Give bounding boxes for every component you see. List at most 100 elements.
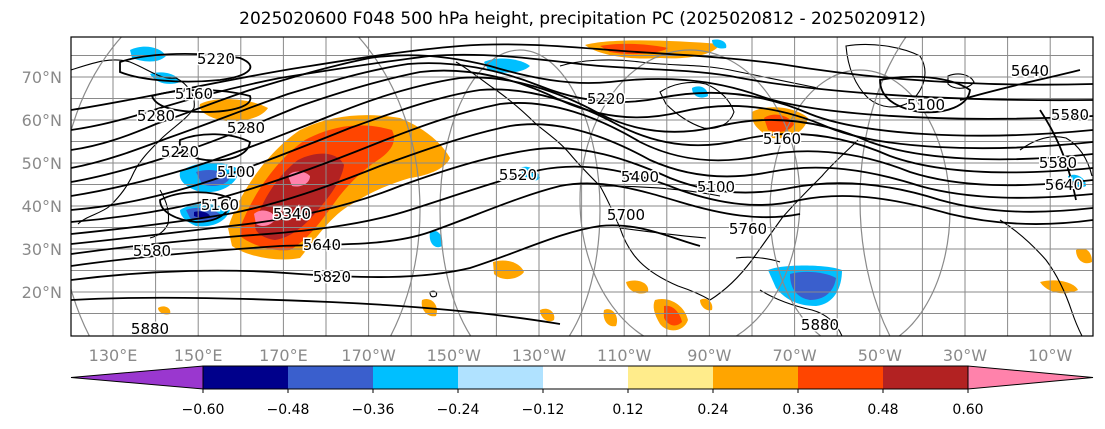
colorbar-swatch	[203, 366, 288, 389]
colorbar-swatch	[713, 366, 798, 389]
contour-label: 5340	[273, 205, 311, 223]
contour-label: 5160	[201, 196, 239, 214]
precip-positive-central-america-inner	[664, 305, 682, 326]
contour-label: 5160	[763, 130, 801, 148]
precip-negative-arctic-3	[484, 58, 530, 73]
coastline-hawaii	[429, 290, 438, 298]
contour-label: 5520	[499, 166, 537, 184]
contour-5220	[71, 54, 1093, 151]
contour-label: 5580	[1039, 154, 1077, 172]
coastline-africa	[999, 219, 1083, 336]
contour-label: 5160	[175, 85, 213, 103]
contour-label: 5880	[131, 320, 169, 338]
colorbar-tick-label: −0.60	[182, 402, 225, 418]
contour-5400	[71, 76, 1093, 197]
coastline-hudson	[659, 81, 735, 129]
colorbar-tick-label: 0.36	[782, 402, 813, 418]
colorbar-swatch	[628, 366, 713, 389]
lon-tick-label: 170°E	[259, 346, 308, 365]
colorbar-frame	[202, 365, 969, 390]
lat-tick-label: 70°N	[22, 68, 62, 87]
lon-tick-label: 150°E	[174, 346, 223, 365]
contour-label: 5640	[1011, 62, 1049, 80]
lon-tick-label: 50°W	[858, 346, 902, 365]
coastline-canada-arctic	[559, 59, 819, 89]
colorbar-swatch	[543, 366, 628, 389]
contour-5100-closed	[178, 133, 251, 162]
contour-label: 5280	[137, 107, 175, 125]
lon-tick-label: 90°W	[687, 346, 731, 365]
colorbar-extend-high	[967, 365, 1094, 390]
contour-label: 5700	[607, 206, 645, 224]
colorbar-tick-label: 0.12	[612, 402, 643, 418]
lon-tick-label: 130°E	[89, 346, 138, 365]
colorbar-swatch	[458, 366, 543, 389]
contour-label: 5100	[697, 178, 735, 196]
lon-tick-label: 70°W	[773, 346, 817, 365]
contour-5280	[71, 62, 1093, 169]
colorbar-tick-label: 0.60	[952, 402, 983, 418]
lon-tick-label: 170°W	[341, 346, 396, 365]
map-title: 2025020600 F048 500 hPa height, precipit…	[239, 9, 926, 29]
precip-positive-east-atlantic	[1040, 280, 1078, 294]
colorbar-tick-label: −0.24	[437, 402, 480, 418]
colorbar-swatch	[373, 366, 458, 389]
colorbar-swatch	[798, 366, 883, 389]
contour-5160-closed	[150, 89, 252, 113]
contour-5580-east	[1039, 109, 1077, 201]
precip-positive-sw-pacific	[540, 308, 555, 322]
precip-positive-pacific-core	[254, 153, 344, 240]
contour-label: 5820	[313, 268, 351, 286]
lat-tick-label: 20°N	[22, 283, 62, 302]
contour-5820	[71, 224, 701, 281]
coastline-north-america-west	[599, 185, 711, 301]
colorbar-tick-label: −0.48	[267, 402, 310, 418]
lat-tick-label: 40°N	[22, 197, 62, 216]
lon-tick-label: 110°W	[597, 346, 652, 365]
colorbar-swatch	[883, 366, 968, 389]
contour-5700	[71, 165, 1093, 255]
contour-5100-east-low	[879, 75, 971, 114]
contour-label: 5580	[133, 242, 171, 260]
precip-positive-far-east	[1076, 248, 1092, 264]
colorbar-tick-label: 0.24	[697, 402, 728, 418]
contour-5640	[71, 147, 1093, 245]
map-frame	[70, 36, 1094, 337]
longitude-ticks: 130°E 150°E 170°E 170°W 150°W 130°W 110°W 90°W 7…	[89, 346, 1073, 365]
coastline-iceland	[947, 73, 975, 89]
contour-label: 5280	[227, 119, 265, 137]
contour-label: 5400	[621, 168, 659, 186]
precip-negative-arctic-4	[712, 39, 727, 49]
precip-positive-arctic-inner	[600, 43, 668, 55]
contour-label: 5640	[303, 236, 341, 254]
contour-5160-east	[959, 69, 1081, 101]
colorbar-swatch	[288, 366, 373, 389]
colorbar: −0.60 −0.48 −0.36 −0.24 −0.12 0.12 0.24 0.36 0.4…	[70, 365, 1094, 418]
contour-5880-south	[71, 296, 561, 325]
contour-label: 5880	[801, 316, 839, 334]
contour-label: 5760	[729, 220, 767, 238]
lat-tick-label: 50°N	[22, 154, 62, 173]
contour-label: 5100	[907, 96, 945, 114]
contour-label: 5100	[217, 163, 255, 181]
contour-5160	[71, 53, 1093, 131]
contour-label: 5580	[1051, 106, 1089, 124]
contour-label: 5220	[587, 90, 625, 108]
lon-tick-label: 130°W	[512, 346, 567, 365]
contour-5220-closed	[119, 53, 252, 83]
coastline-asia	[71, 59, 195, 225]
contour-5340	[71, 69, 1093, 183]
precip-negative-caribbean-inner	[790, 271, 836, 300]
colorbar-tick-label: −0.36	[352, 402, 395, 418]
coastline-south-america	[759, 289, 843, 336]
precip-negative-labrador	[692, 86, 708, 98]
coastline-mexico-border	[619, 227, 707, 239]
contour-5160-low	[159, 191, 231, 223]
coastline-north-america-east	[709, 139, 859, 301]
contour-5580	[71, 123, 1093, 235]
latitude-ticks: 70°N 60°N 50°N 40°N 30°N 20°N	[22, 68, 62, 302]
lon-tick-label: 30°W	[943, 346, 987, 365]
height-contours	[71, 43, 1093, 325]
